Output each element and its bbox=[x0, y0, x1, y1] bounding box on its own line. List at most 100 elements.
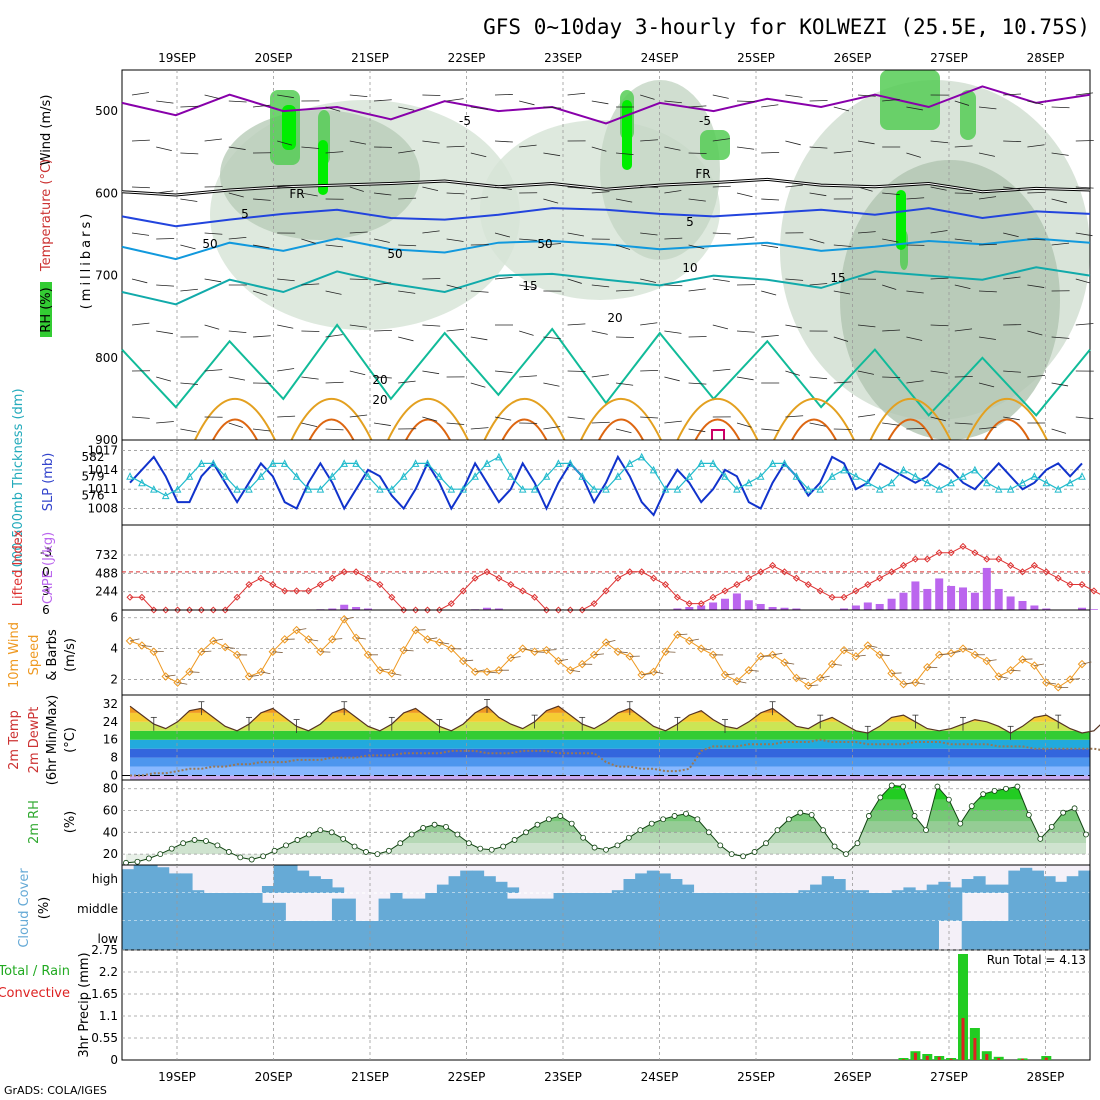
wind-barb bbox=[857, 140, 875, 145]
wind-barb-10m bbox=[260, 671, 271, 675]
wind-barb bbox=[591, 146, 607, 152]
thickness-point bbox=[245, 485, 253, 493]
wind-barb bbox=[1027, 284, 1045, 288]
wind-barb bbox=[640, 416, 659, 419]
wind-barb-10m bbox=[486, 671, 497, 674]
thickness-point bbox=[542, 472, 551, 480]
li-point bbox=[911, 555, 919, 563]
thickness-point bbox=[1042, 478, 1051, 487]
cloud-low-cell bbox=[775, 921, 788, 950]
rh-point bbox=[717, 842, 724, 849]
cape-bar bbox=[851, 605, 860, 610]
cape-bar bbox=[792, 608, 801, 610]
wind-barb-10m bbox=[701, 648, 712, 651]
cloud-high-cell bbox=[670, 879, 683, 893]
cloud-middle-cell bbox=[378, 898, 391, 921]
li-point bbox=[745, 574, 753, 582]
dewpoint-line bbox=[130, 738, 1100, 777]
cloud-high-cell bbox=[623, 879, 636, 893]
y-tick-label: 700 bbox=[95, 269, 118, 283]
wind-barb bbox=[906, 336, 923, 341]
rh-point bbox=[328, 829, 335, 836]
wind-barb bbox=[567, 186, 586, 189]
li-point bbox=[1030, 561, 1038, 569]
li-point bbox=[852, 587, 860, 595]
wind-barb bbox=[906, 427, 925, 430]
rh-point bbox=[957, 820, 964, 827]
wind-barb bbox=[978, 243, 997, 246]
cloud-low-cell bbox=[495, 921, 508, 950]
cloud-middle-cell bbox=[670, 893, 683, 921]
li-point bbox=[614, 574, 622, 582]
wind-barb-10m bbox=[356, 637, 366, 640]
wind-speed-point bbox=[304, 635, 313, 644]
cloud-middle-cell bbox=[425, 893, 438, 921]
wind-barb bbox=[156, 100, 174, 104]
temp-band bbox=[130, 712, 1090, 722]
li-point bbox=[638, 568, 646, 576]
rh-point bbox=[694, 816, 701, 823]
wind-barb bbox=[930, 416, 946, 422]
y-tick-label: 900 bbox=[95, 433, 118, 447]
cloud-low-cell bbox=[238, 921, 251, 950]
wind-barb bbox=[204, 369, 223, 372]
wind-barb bbox=[131, 416, 150, 419]
li-point bbox=[471, 574, 479, 582]
rh-high-shading bbox=[960, 90, 976, 140]
thickness-point bbox=[649, 465, 658, 474]
thickness-point bbox=[257, 472, 265, 480]
precip-convective-bar bbox=[925, 1056, 929, 1060]
li-line bbox=[130, 545, 1100, 611]
date-tick-top: 19SEP bbox=[158, 51, 196, 65]
li-point bbox=[542, 606, 551, 614]
wind-barb bbox=[664, 284, 683, 287]
thickness-point bbox=[1018, 478, 1027, 487]
wind-barb bbox=[930, 140, 949, 144]
wind-barb-10m bbox=[915, 682, 926, 685]
wind-barb-10m bbox=[951, 650, 961, 654]
wind-barb bbox=[736, 330, 755, 333]
cape-bar bbox=[768, 606, 777, 610]
rh-band bbox=[126, 821, 1086, 833]
wind-barb bbox=[1075, 140, 1094, 142]
cloud-low-cell bbox=[868, 921, 881, 950]
wind-speed-point bbox=[399, 645, 408, 655]
wind-barb bbox=[833, 290, 851, 295]
cape-bar bbox=[911, 581, 920, 610]
upper-air-ylabels: Wind (m/s) Temperature (°C) RH (%) (mill… bbox=[39, 95, 94, 337]
wind-barb bbox=[567, 416, 585, 420]
wind-barb bbox=[567, 323, 586, 326]
wind-barb bbox=[930, 186, 947, 191]
wind-barb bbox=[277, 140, 293, 146]
wind-barb bbox=[1003, 93, 1022, 96]
wind-barb bbox=[809, 146, 828, 149]
thickness-point bbox=[840, 465, 848, 474]
cloud-low-cell bbox=[1066, 921, 1079, 950]
wind-barb bbox=[978, 290, 997, 293]
cloud-low-cell bbox=[926, 921, 939, 950]
isotherm-25 bbox=[290, 398, 373, 441]
wind-barb bbox=[785, 415, 804, 418]
thickness-point bbox=[911, 472, 920, 480]
wind-barb bbox=[398, 197, 417, 200]
wind-speed-point bbox=[804, 681, 813, 690]
wind-barb bbox=[494, 186, 512, 190]
cloud-low-cell bbox=[518, 921, 531, 950]
cloud-high-cell bbox=[1043, 876, 1056, 893]
cloud-low-cell bbox=[448, 921, 461, 950]
wind-barb bbox=[736, 376, 754, 381]
y-tick-label: 800 bbox=[95, 351, 118, 365]
y-tick-label: 732 bbox=[95, 548, 118, 562]
li-point bbox=[876, 574, 884, 582]
contour-label: FR bbox=[289, 187, 304, 201]
cloud-low-cell bbox=[856, 921, 870, 950]
cloud-low-cell bbox=[145, 921, 158, 950]
wind10m-ylabels: 10m Wind Speed & Barbs (m/s) bbox=[7, 622, 78, 688]
precip-ylabel: 3hr Precip (mm) bbox=[77, 952, 92, 1057]
cloud-low-cell bbox=[915, 921, 928, 950]
cape-bar bbox=[328, 608, 337, 610]
y-tick-label: 6 bbox=[110, 611, 118, 625]
cloud-middle-cell bbox=[565, 893, 578, 921]
wind-barb bbox=[301, 376, 319, 380]
li-point bbox=[150, 606, 158, 614]
